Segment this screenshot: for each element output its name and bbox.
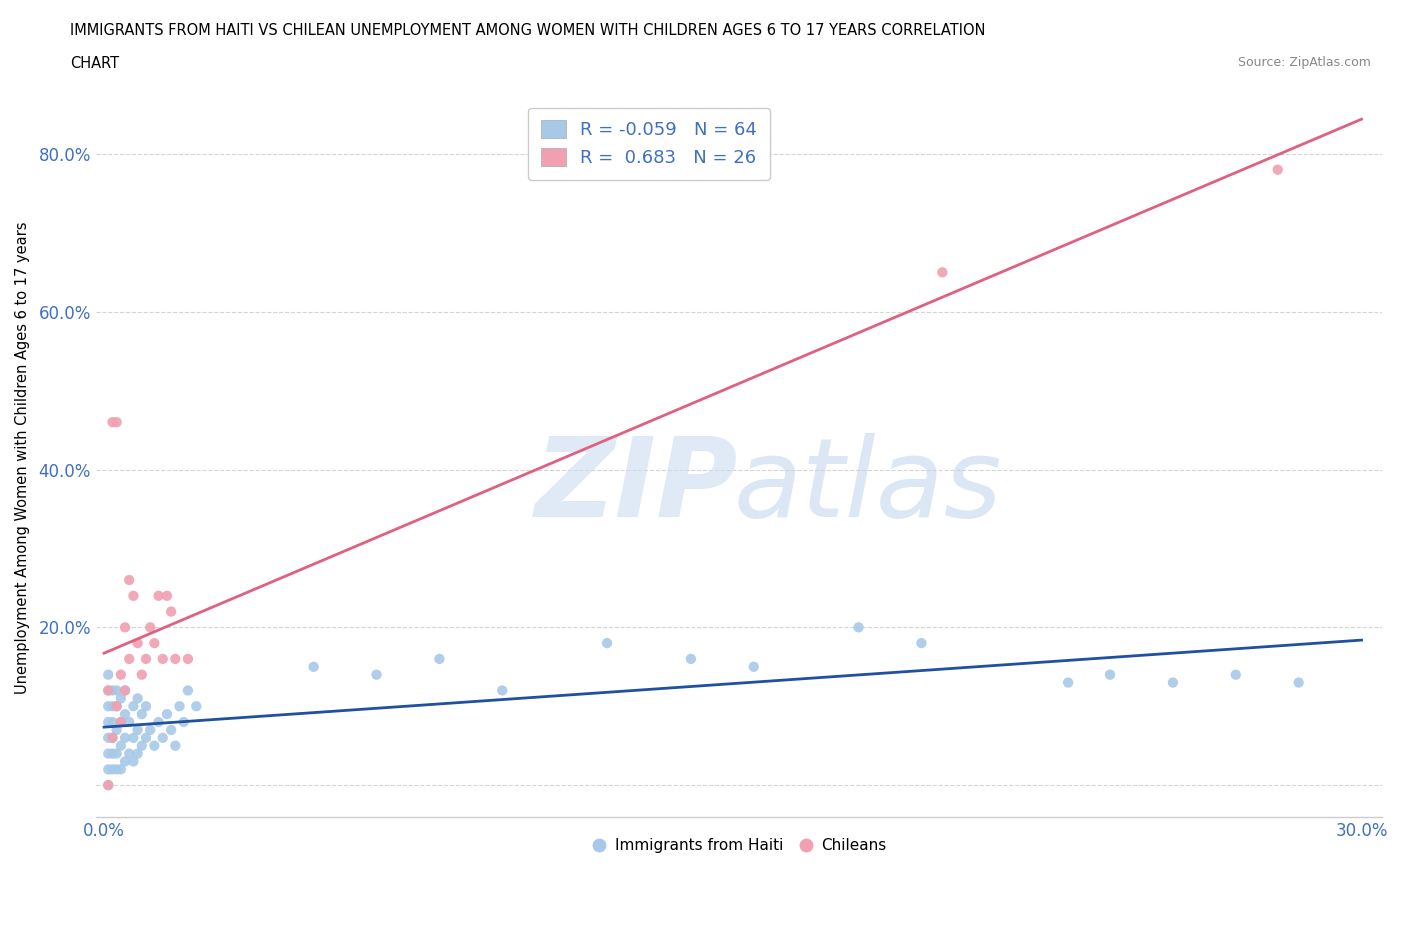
Point <box>177 683 200 698</box>
Point <box>105 683 128 698</box>
Text: ZIP: ZIP <box>534 433 738 540</box>
Point <box>173 714 195 729</box>
Point <box>122 589 145 604</box>
Point <box>110 762 132 777</box>
Point <box>110 738 132 753</box>
Point <box>152 730 174 745</box>
Point <box>97 683 120 698</box>
Point <box>169 698 191 713</box>
Point <box>165 652 187 667</box>
Point <box>97 698 120 713</box>
Point <box>742 659 765 674</box>
Point <box>122 754 145 769</box>
Point <box>139 723 162 737</box>
Point <box>97 746 120 761</box>
Point <box>114 707 136 722</box>
Text: CHART: CHART <box>70 56 120 71</box>
Text: Source: ZipAtlas.com: Source: ZipAtlas.com <box>1237 56 1371 69</box>
Point <box>105 698 128 713</box>
Point <box>679 652 702 667</box>
Point <box>122 730 145 745</box>
Point <box>152 652 174 667</box>
Point <box>110 714 132 729</box>
Point <box>97 777 120 792</box>
Point <box>143 636 166 651</box>
Point <box>302 659 325 674</box>
Point <box>156 589 179 604</box>
Point <box>127 746 149 761</box>
Point <box>105 762 128 777</box>
Point <box>101 683 124 698</box>
Point <box>491 683 513 698</box>
Point <box>1225 667 1247 682</box>
Point <box>131 707 153 722</box>
Point <box>1057 675 1080 690</box>
Point <box>97 762 120 777</box>
Point <box>101 698 124 713</box>
Point <box>910 636 932 651</box>
Point <box>127 723 149 737</box>
Point <box>160 604 183 619</box>
Point <box>127 691 149 706</box>
Point <box>186 698 208 713</box>
Legend: Immigrants from Haiti, Chileans: Immigrants from Haiti, Chileans <box>586 832 893 859</box>
Point <box>114 754 136 769</box>
Point <box>148 714 170 729</box>
Point <box>101 730 124 745</box>
Point <box>165 738 187 753</box>
Point <box>1099 667 1122 682</box>
Point <box>118 746 141 761</box>
Point <box>139 620 162 635</box>
Point <box>105 723 128 737</box>
Point <box>105 415 128 430</box>
Text: atlas: atlas <box>734 433 1002 540</box>
Point <box>101 762 124 777</box>
Point <box>135 698 157 713</box>
Point <box>118 714 141 729</box>
Point <box>118 652 141 667</box>
Point <box>97 683 120 698</box>
Point <box>97 714 120 729</box>
Point <box>1161 675 1184 690</box>
Point <box>118 573 141 588</box>
Point <box>122 698 145 713</box>
Point <box>114 620 136 635</box>
Point <box>131 738 153 753</box>
Point <box>931 265 953 280</box>
Point <box>596 636 619 651</box>
Point <box>1267 162 1289 177</box>
Point <box>135 730 157 745</box>
Point <box>114 683 136 698</box>
Point <box>156 707 179 722</box>
Point <box>114 730 136 745</box>
Point <box>105 746 128 761</box>
Point <box>429 652 451 667</box>
Point <box>101 714 124 729</box>
Point <box>101 730 124 745</box>
Point <box>110 667 132 682</box>
Point <box>105 698 128 713</box>
Point <box>366 667 388 682</box>
Point <box>114 683 136 698</box>
Point <box>848 620 870 635</box>
Point <box>97 730 120 745</box>
Point <box>135 652 157 667</box>
Point <box>97 667 120 682</box>
Point <box>97 777 120 792</box>
Point <box>101 415 124 430</box>
Y-axis label: Unemployment Among Women with Children Ages 6 to 17 years: Unemployment Among Women with Children A… <box>15 221 30 694</box>
Point <box>1288 675 1310 690</box>
Point <box>101 746 124 761</box>
Point <box>177 652 200 667</box>
Point <box>148 589 170 604</box>
Text: IMMIGRANTS FROM HAITI VS CHILEAN UNEMPLOYMENT AMONG WOMEN WITH CHILDREN AGES 6 T: IMMIGRANTS FROM HAITI VS CHILEAN UNEMPLO… <box>70 23 986 38</box>
Point <box>131 667 153 682</box>
Point <box>160 723 183 737</box>
Point <box>110 714 132 729</box>
Point <box>127 636 149 651</box>
Point <box>143 738 166 753</box>
Point <box>110 691 132 706</box>
